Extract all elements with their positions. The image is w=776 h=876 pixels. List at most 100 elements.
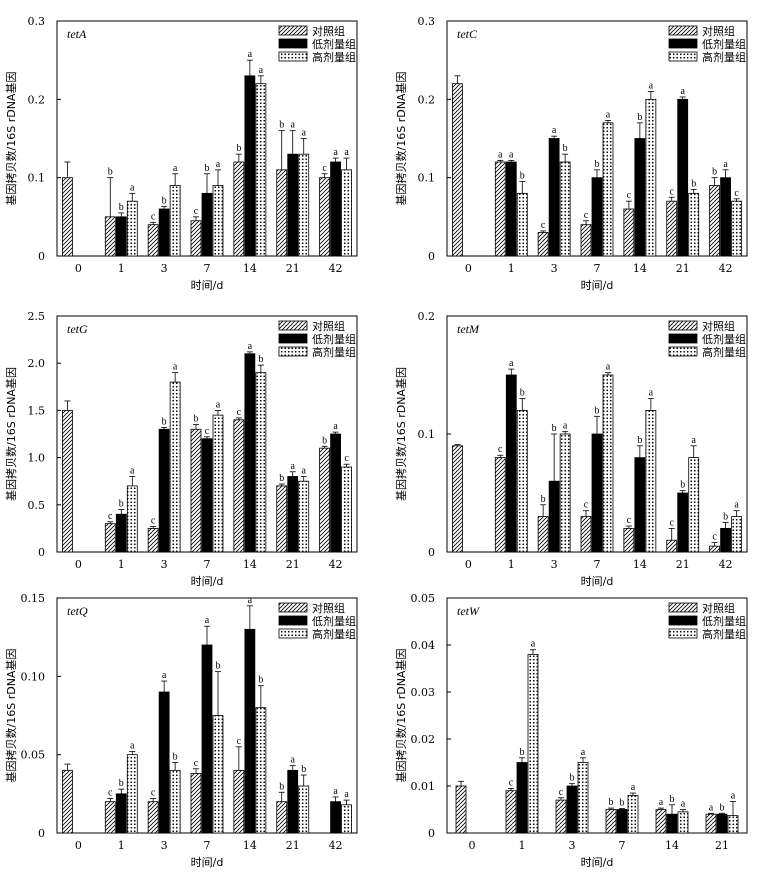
significance-label: c xyxy=(584,210,589,221)
x-tick-label: 42 xyxy=(719,558,733,571)
bar xyxy=(616,809,628,834)
legend-swatch xyxy=(668,333,698,344)
significance-label: a xyxy=(130,741,135,752)
bar xyxy=(505,374,517,553)
significance-label: b xyxy=(680,480,685,491)
bar xyxy=(677,98,689,257)
significance-label: c xyxy=(627,190,632,201)
significance-label: a xyxy=(659,797,664,808)
bar xyxy=(731,516,742,553)
bar xyxy=(233,161,245,257)
significance-label: b xyxy=(620,798,625,809)
bar xyxy=(548,480,560,553)
legend-swatch xyxy=(278,602,308,613)
y-axis-label: 基因拷贝数/16S rDNA基因 xyxy=(4,367,18,501)
y-tick-label: 0 xyxy=(38,250,45,263)
bar xyxy=(634,457,646,553)
bar xyxy=(158,208,170,257)
legend-swatch xyxy=(668,38,698,49)
bar xyxy=(505,161,517,257)
significance-label: c xyxy=(237,407,242,418)
legend-swatch xyxy=(278,333,308,344)
y-tick-label: 2.0 xyxy=(28,357,46,370)
significance-label: b xyxy=(173,752,178,763)
bar xyxy=(62,769,73,834)
y-tick-label: 0 xyxy=(38,546,45,559)
bar xyxy=(677,492,689,553)
plot-frame xyxy=(446,597,748,834)
bar xyxy=(555,799,567,834)
bar xyxy=(126,200,138,257)
chart-panel-tetA: 0 0.1 0.2 0.3 0 1 3 7 14 21 42 时间/d 基因拷贝数/16S rDNA基因… xyxy=(4,15,358,292)
bar xyxy=(709,185,720,257)
y-tick-label: 0.2 xyxy=(418,93,436,106)
bar xyxy=(494,457,506,553)
significance-label: a xyxy=(248,49,253,60)
x-tick-label: 21 xyxy=(286,558,300,571)
significance-label: b xyxy=(595,159,600,170)
significance-label: a xyxy=(248,341,253,352)
significance-label: b xyxy=(258,675,263,686)
y-tick-label: 1.0 xyxy=(28,452,46,465)
x-tick-label: 14 xyxy=(243,262,257,275)
significance-label: a xyxy=(290,120,295,131)
x-tick-label: 7 xyxy=(204,839,211,852)
bar xyxy=(115,216,127,257)
significance-label: a xyxy=(734,500,739,511)
bar xyxy=(452,445,463,553)
chart-panel-tetW: 0 0.01 0.02 0.03 0.04 0.05 0 1 3 7 14 21 时间/d 基因拷贝数/1… xyxy=(394,592,748,869)
legend-swatch xyxy=(668,602,698,613)
y-tick-label: 0.1 xyxy=(28,172,46,185)
x-axis-label: 时间/d xyxy=(581,856,614,869)
bar xyxy=(298,480,310,553)
significance-label: a xyxy=(681,799,686,810)
bar xyxy=(623,208,635,257)
legend-swatch xyxy=(668,346,698,357)
y-tick-label: 0.15 xyxy=(21,592,46,605)
legend-swatch xyxy=(278,51,308,62)
significance-label: b xyxy=(119,202,124,213)
legend-label: 低剂量组 xyxy=(312,332,356,346)
bar xyxy=(276,801,288,834)
y-axis-label: 基因拷贝数/16S rDNA基因 xyxy=(4,649,18,783)
y-tick-label: 0.05 xyxy=(411,592,436,605)
chart-panel-tetQ: 0 0.05 0.10 0.15 0 1 3 7 14 21 42 时间/d 基因拷贝数/16S rDN… xyxy=(4,592,358,869)
legend-label: 对照组 xyxy=(312,601,345,615)
significance-label: a xyxy=(531,639,536,650)
bar xyxy=(287,476,299,553)
bar xyxy=(655,809,667,834)
x-tick-label: 1 xyxy=(118,262,125,275)
bar xyxy=(255,83,267,257)
bar xyxy=(627,795,639,834)
legend-label: 高剂量组 xyxy=(312,345,356,359)
y-tick-label: 0.3 xyxy=(28,15,46,28)
bar xyxy=(62,409,73,553)
significance-label: a xyxy=(680,86,685,97)
significance-label: b xyxy=(119,499,124,510)
bar xyxy=(319,447,330,553)
significance-label: b xyxy=(279,120,284,131)
x-tick-label: 1 xyxy=(118,839,125,852)
legend-label: 低剂量组 xyxy=(702,332,746,346)
bar xyxy=(716,813,728,834)
legend-label: 高剂量组 xyxy=(702,50,746,64)
significance-label: a xyxy=(606,362,611,373)
bar xyxy=(62,177,73,257)
bar xyxy=(634,138,646,257)
legend-swatch xyxy=(668,25,698,36)
significance-label: a xyxy=(649,388,654,399)
significance-label: a xyxy=(649,81,654,92)
bar xyxy=(623,528,635,553)
x-tick-label: 42 xyxy=(329,839,343,852)
bar xyxy=(276,485,288,553)
significance-label: b xyxy=(637,112,642,123)
x-tick-label: 3 xyxy=(161,839,168,852)
significance-label: a xyxy=(631,782,636,793)
x-tick-label: 7 xyxy=(204,558,211,571)
bar xyxy=(287,769,299,834)
legend-label: 对照组 xyxy=(702,601,735,615)
x-tick-label: 14 xyxy=(665,839,679,852)
x-tick-label: 21 xyxy=(715,839,729,852)
significance-label: b xyxy=(258,354,263,365)
significance-label: a xyxy=(333,421,338,432)
